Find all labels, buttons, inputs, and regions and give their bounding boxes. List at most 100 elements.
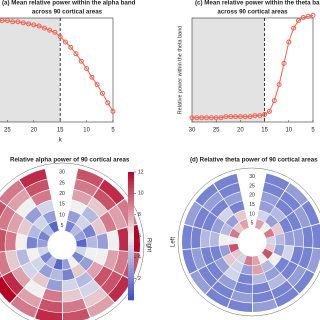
heat-cell xyxy=(98,179,125,205)
heat-cell xyxy=(263,228,275,239)
heat-cell xyxy=(86,261,103,279)
heat-cell xyxy=(252,281,271,294)
colorbar-step xyxy=(128,290,134,294)
heat-cell xyxy=(239,219,249,230)
heat-cell xyxy=(228,236,238,245)
heat-cell xyxy=(193,207,210,229)
point xyxy=(208,115,214,121)
point xyxy=(52,29,58,35)
colorbar-step xyxy=(128,264,134,269)
point xyxy=(78,58,84,64)
colorbar-label: 10 xyxy=(138,191,144,197)
heat-cell xyxy=(262,182,285,199)
colorbar-step xyxy=(128,184,134,189)
heat-cell xyxy=(75,271,93,288)
colorbar-step xyxy=(128,232,134,237)
point xyxy=(252,113,258,119)
colorbar-step xyxy=(128,223,134,227)
point xyxy=(84,66,90,72)
heat-cell xyxy=(87,197,108,218)
heat-cell xyxy=(294,206,311,228)
heat-cell xyxy=(182,224,193,250)
heat-cell xyxy=(219,244,231,257)
colorbar-step xyxy=(128,255,134,259)
heat-cell xyxy=(284,231,294,246)
heat-cell xyxy=(256,210,270,222)
heat-cell xyxy=(38,264,53,278)
heat-cell xyxy=(62,308,90,320)
heat-cell xyxy=(212,281,234,299)
heat-cell xyxy=(87,295,115,318)
heat-cell xyxy=(191,227,202,249)
point xyxy=(233,114,239,120)
heat-cell xyxy=(79,256,94,271)
heat-cell xyxy=(306,248,320,273)
ring-label: 10 xyxy=(249,211,255,217)
heat-cell xyxy=(202,212,218,231)
point xyxy=(36,23,42,29)
point xyxy=(213,115,219,121)
colorbar-label: 8 xyxy=(138,212,141,218)
colorbar-step xyxy=(128,236,134,240)
x-tick-label: 25 xyxy=(213,128,220,134)
heat-cell xyxy=(224,191,243,207)
ring-label: 30 xyxy=(59,170,65,176)
heat-cell xyxy=(108,205,127,230)
colorbar-step xyxy=(128,258,134,262)
heat-cell xyxy=(7,212,24,233)
heat-cell xyxy=(257,252,268,264)
heat-cell xyxy=(53,258,62,270)
point xyxy=(105,100,111,106)
heat-cell xyxy=(69,224,82,237)
heat-cell xyxy=(21,261,38,280)
colorbar-step xyxy=(128,274,134,278)
heat-cell xyxy=(36,200,55,215)
colorbar-step xyxy=(128,200,134,205)
heat-cell xyxy=(2,271,24,296)
heat-cell xyxy=(227,299,252,312)
point xyxy=(68,44,74,50)
colorbar-step xyxy=(128,194,134,198)
heat-cell xyxy=(46,278,62,291)
heat-cell xyxy=(30,256,46,272)
heat-cell xyxy=(301,200,320,226)
colorbar-step xyxy=(128,204,134,208)
colorbar-step xyxy=(128,197,134,202)
point xyxy=(99,90,105,96)
heat-cell xyxy=(286,211,302,231)
x-tick-label: 10 xyxy=(83,128,90,134)
heat-cell xyxy=(265,214,279,228)
title: (a) Mean relative power within the alpha… xyxy=(2,0,136,7)
heat-cell xyxy=(273,244,285,257)
colorbar-step xyxy=(128,207,134,211)
heat-cell xyxy=(93,188,116,211)
x-tick-label: 15 xyxy=(57,128,64,134)
colorbar-step xyxy=(128,277,134,282)
heat-cell xyxy=(230,260,244,273)
x-tick-label: 5 xyxy=(311,128,315,134)
heat-cell xyxy=(5,231,17,251)
heat-cell xyxy=(252,264,264,275)
x-label: k xyxy=(59,138,63,144)
heat-cell xyxy=(184,201,202,227)
heat-cell xyxy=(38,230,51,242)
heat-cell xyxy=(37,238,48,248)
heat-cell xyxy=(75,215,91,230)
heat-cell xyxy=(278,217,293,233)
title: Relative alpha power of 90 cortical area… xyxy=(10,157,130,164)
heat-cell xyxy=(285,183,309,206)
heat-cell xyxy=(73,179,98,197)
heat-cell xyxy=(234,281,252,294)
colorbar-step xyxy=(128,271,134,275)
heat-cell xyxy=(264,266,281,281)
frame xyxy=(191,17,314,123)
heat-cell xyxy=(103,249,119,271)
heat-cell xyxy=(261,248,273,260)
heat-cell xyxy=(234,210,247,222)
heat-cell xyxy=(71,189,93,206)
heat-cell xyxy=(200,229,211,248)
heat-cell xyxy=(218,274,237,290)
heat-cell xyxy=(49,268,62,281)
point xyxy=(204,115,210,121)
colorbar-step xyxy=(128,175,134,179)
